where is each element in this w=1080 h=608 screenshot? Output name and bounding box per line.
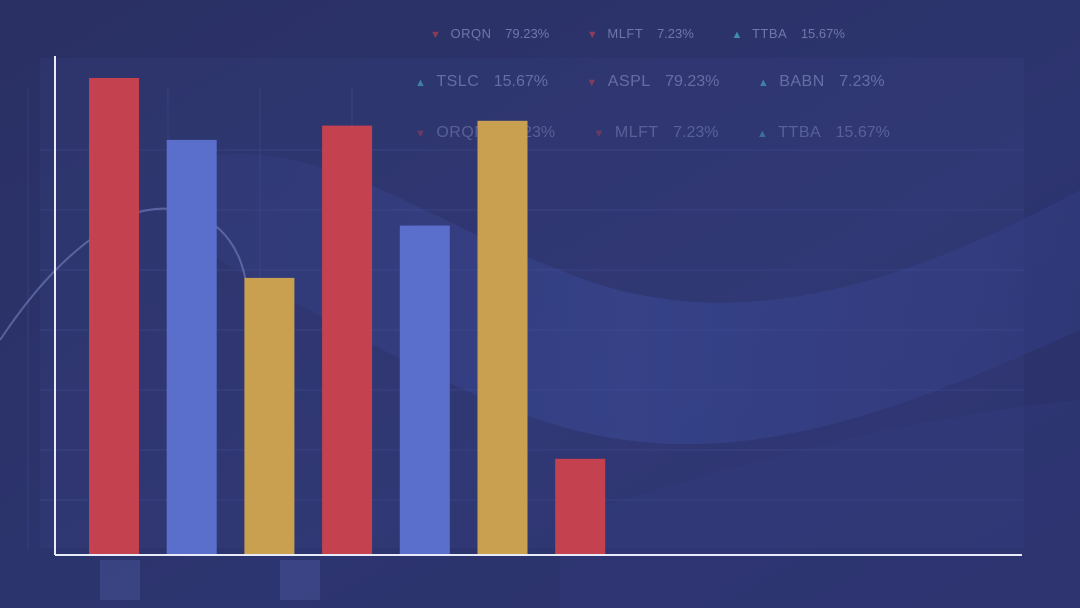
ticker-symbol: BABN [779, 73, 825, 90]
ticker-symbol: MLFT [614, 124, 659, 141]
ticker-value: 7.23% [839, 73, 885, 90]
ticker-item: ▲ BABN 7.23% [758, 73, 885, 91]
ticker-item: ▼ ORQN 79.23% [430, 26, 549, 41]
ticker-item: ▼ ASPL 79.23% [586, 73, 719, 91]
arrow-down-icon: ▼ [430, 29, 441, 41]
ticker-value: 15.67% [493, 73, 548, 90]
bar-group [89, 78, 606, 555]
ticker-row-2: ▲ TSLC 15.67% ▼ ASPL 79.23% ▲ BABN 7.23% [415, 73, 919, 91]
ticker-symbol: ORQN [436, 124, 487, 141]
ticker-item: ▲ TTBA 15.67% [731, 26, 844, 41]
ticker-value: 79.23% [505, 26, 550, 41]
bar-4 [322, 125, 373, 554]
ticker-symbol: ORQN [450, 26, 492, 41]
ticker-symbol: TTBA [751, 26, 788, 41]
ticker-row-3: ▼ ORQN 79.23% ▼ MLFT 7.23% ▲ TTBA 15.67% [415, 124, 924, 142]
ticker-item: ▲ TSLC 15.67% [415, 73, 548, 91]
arrow-up-icon: ▲ [731, 29, 743, 41]
bar-3 [244, 277, 295, 554]
bar-5 [399, 225, 450, 554]
arrow-up-icon: ▲ [415, 77, 426, 89]
ticker-symbol: ASPL [607, 73, 651, 90]
arrow-up-icon: ▲ [757, 77, 769, 89]
ticker-symbol: MLFT [607, 26, 644, 41]
ticker-value: 7.23% [673, 124, 719, 141]
ticker-value: 79.23% [665, 73, 720, 90]
arrow-up-icon: ▲ [756, 128, 768, 140]
ticker-symbol: TSLC [436, 73, 480, 90]
ticker-value: 15.67% [835, 124, 890, 141]
ticker-row-1: ▼ ORQN 79.23% ▼ MLFT 7.23% ▲ TTBA 15.67% [430, 26, 879, 41]
bar-6 [477, 120, 528, 555]
bar-1 [89, 78, 139, 554]
ticker-value: 15.67% [800, 26, 845, 41]
background-dots [100, 560, 320, 600]
bar-2 [166, 139, 217, 554]
ticker-item: ▲ TTBA 15.67% [757, 124, 890, 142]
ticker-symbol: TTBA [778, 124, 822, 141]
ticker-value: 7.23% [656, 26, 694, 41]
arrow-down-icon: ▼ [593, 128, 605, 140]
arrow-down-icon: ▼ [586, 29, 598, 41]
ticker-item: ▼ MLFT 7.23% [587, 26, 694, 41]
arrow-down-icon: ▼ [586, 77, 598, 89]
arrow-down-icon: ▼ [415, 128, 426, 140]
ticker-item: ▼ MLFT 7.23% [594, 124, 719, 142]
bar-7 [555, 458, 606, 554]
